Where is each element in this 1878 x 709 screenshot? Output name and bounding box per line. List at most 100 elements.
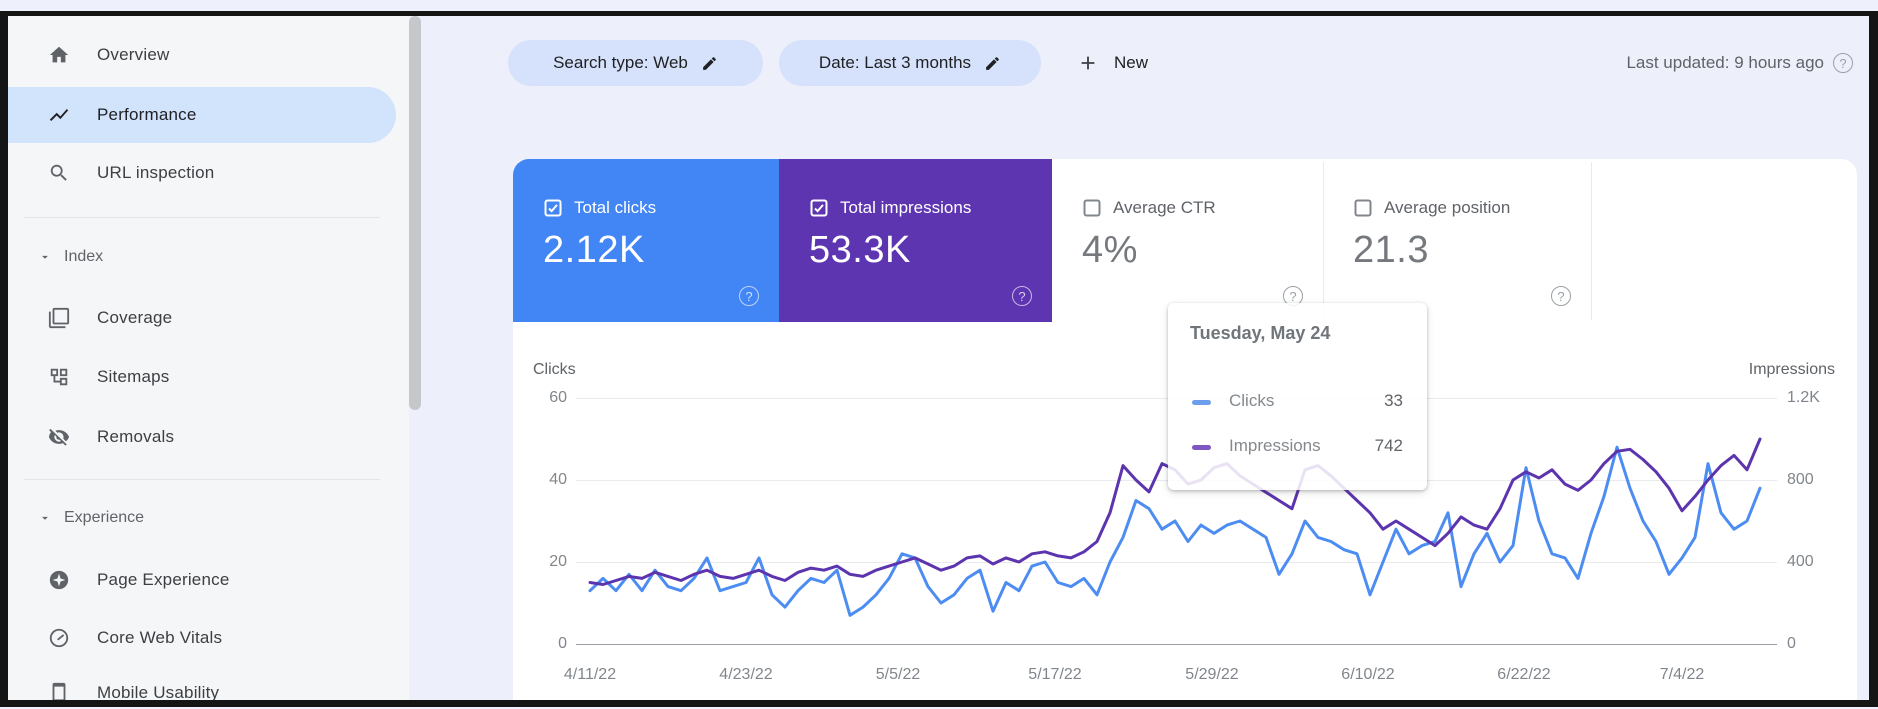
- help-icon[interactable]: ?: [1012, 286, 1032, 306]
- left-axis-tick: 0: [558, 635, 567, 652]
- average-position-card[interactable]: Average position 21.3 ?: [1323, 159, 1591, 322]
- sidebar-item-label: Page Experience: [97, 570, 230, 589]
- left-axis-tick: 20: [549, 553, 567, 570]
- window-frame: Overview Performance URL inspection Inde…: [0, 11, 1878, 707]
- tooltip-label: Impressions: [1229, 436, 1321, 455]
- card-value: 2.12K: [543, 229, 645, 271]
- right-axis-title: Impressions: [1748, 361, 1835, 378]
- x-axis-label: 7/4/22: [1659, 666, 1705, 683]
- sidebar-section-experience[interactable]: Experience: [8, 504, 388, 532]
- x-axis-label: 6/10/22: [1341, 666, 1395, 683]
- tooltip-value: 33: [1384, 391, 1403, 410]
- sidebar-item-label: Removals: [97, 427, 175, 446]
- right-axis-tick: 0: [1787, 635, 1796, 652]
- sidebar-item-coverage[interactable]: Coverage: [8, 296, 396, 340]
- total-clicks-card[interactable]: Total clicks 2.12K ?: [513, 159, 779, 322]
- card-label: Average CTR: [1113, 198, 1216, 217]
- last-updated-status: Last updated: 9 hours ago ?: [1626, 40, 1853, 86]
- last-updated-text: Last updated: 9 hours ago: [1626, 53, 1824, 72]
- sidebar-item-label: Overview: [97, 45, 170, 64]
- card-label: Total clicks: [574, 198, 657, 217]
- help-icon[interactable]: ?: [1551, 286, 1571, 306]
- card-label: Total impressions: [840, 198, 972, 217]
- search-type-chip[interactable]: Search type: Web: [508, 40, 763, 86]
- tooltip-row-clicks: Clicks 33: [1168, 391, 1427, 413]
- pencil-icon: [701, 55, 718, 72]
- left-axis-tick: 60: [549, 389, 567, 406]
- card-label: Average position: [1384, 198, 1511, 217]
- pages-icon: [47, 306, 71, 330]
- smartphone-icon: [47, 681, 71, 700]
- sidebar-item-mobile-usability[interactable]: Mobile Usability: [8, 671, 396, 700]
- sidebar-item-overview[interactable]: Overview: [8, 33, 396, 77]
- right-axis-tick: 1.2K: [1787, 389, 1820, 406]
- gauge-icon: [47, 626, 71, 650]
- sidebar-item-removals[interactable]: Removals: [8, 415, 396, 459]
- section-label: Experience: [64, 509, 145, 526]
- sidebar-item-core-web-vitals[interactable]: Core Web Vitals: [8, 616, 396, 660]
- right-axis-tick: 800: [1787, 471, 1814, 488]
- x-axis-label: 4/23/22: [719, 666, 773, 683]
- section-label: Index: [64, 248, 104, 265]
- card-divider: [1323, 162, 1324, 320]
- left-axis-tick: 40: [549, 471, 567, 488]
- sidebar-item-label: Coverage: [97, 308, 173, 327]
- sidebar-item-url-inspection[interactable]: URL inspection: [8, 151, 396, 195]
- checkbox-unchecked-icon[interactable]: [1082, 198, 1102, 218]
- card-divider: [1591, 162, 1592, 320]
- clicks-series-swatch: [1192, 400, 1211, 405]
- x-axis-label: 6/22/22: [1497, 666, 1551, 683]
- tooltip-date: Tuesday, May 24: [1190, 323, 1331, 343]
- x-axis-label: 5/5/22: [875, 666, 921, 683]
- average-ctr-card[interactable]: Average CTR 4% ?: [1052, 159, 1323, 322]
- date-range-chip[interactable]: Date: Last 3 months: [779, 40, 1041, 86]
- search-console-app: Overview Performance URL inspection Inde…: [8, 16, 1869, 700]
- checkbox-checked-icon[interactable]: [809, 198, 829, 218]
- card-value: 21.3: [1353, 229, 1429, 271]
- sitemap-icon: [47, 365, 71, 389]
- pencil-icon: [984, 55, 1001, 72]
- plus-icon: [1077, 52, 1099, 74]
- sidebar-scrollbar[interactable]: [409, 16, 421, 410]
- sidebar-item-label: Mobile Usability: [97, 683, 220, 700]
- sidebar-item-label: Core Web Vitals: [97, 628, 223, 647]
- checkbox-checked-icon[interactable]: [543, 198, 563, 218]
- chevron-down-icon: [38, 250, 52, 264]
- chip-label: Date: Last 3 months: [818, 53, 972, 72]
- left-axis-title: Clicks: [533, 361, 576, 378]
- tooltip-row-impressions: Impressions 742: [1168, 436, 1427, 458]
- sidebar-item-sitemaps[interactable]: Sitemaps: [8, 355, 396, 399]
- sidebar: Overview Performance URL inspection Inde…: [8, 16, 409, 700]
- help-icon[interactable]: ?: [1833, 53, 1853, 73]
- tooltip-value: 742: [1374, 436, 1403, 455]
- impressions-series-swatch: [1192, 445, 1211, 450]
- total-impressions-card[interactable]: Total impressions 53.3K ?: [779, 159, 1052, 322]
- checkbox-unchecked-icon[interactable]: [1353, 198, 1373, 218]
- trending-up-icon: [47, 103, 71, 127]
- card-value: 53.3K: [809, 229, 911, 271]
- tooltip-label: Clicks: [1229, 391, 1275, 410]
- help-icon[interactable]: ?: [739, 286, 759, 306]
- sidebar-item-label: Performance: [97, 105, 197, 124]
- x-axis-label: 5/29/22: [1185, 666, 1239, 683]
- chip-label: Search type: Web: [553, 53, 688, 72]
- x-axis-baseline: [576, 644, 1777, 645]
- gridline: [576, 562, 1777, 563]
- star-circle-icon: [47, 568, 71, 592]
- sidebar-item-label: URL inspection: [97, 163, 215, 182]
- chart-tooltip: Tuesday, May 24 Clicks 33 Impressions 74…: [1168, 303, 1427, 490]
- sidebar-section-index[interactable]: Index: [8, 243, 388, 271]
- new-button[interactable]: New: [1077, 40, 1148, 86]
- sidebar-item-page-experience[interactable]: Page Experience: [8, 558, 396, 602]
- right-axis-tick: 400: [1787, 553, 1814, 570]
- eye-off-icon: [47, 425, 71, 449]
- x-axis-label: 5/17/22: [1028, 666, 1082, 683]
- sidebar-item-performance[interactable]: Performance: [8, 87, 396, 143]
- home-icon: [47, 43, 71, 67]
- search-icon: [47, 161, 71, 185]
- x-axis-label: 4/11/22: [563, 666, 617, 683]
- sidebar-item-label: Sitemaps: [97, 367, 170, 386]
- sidebar-divider: [24, 479, 380, 480]
- chevron-down-icon: [38, 511, 52, 525]
- sidebar-divider: [24, 217, 380, 218]
